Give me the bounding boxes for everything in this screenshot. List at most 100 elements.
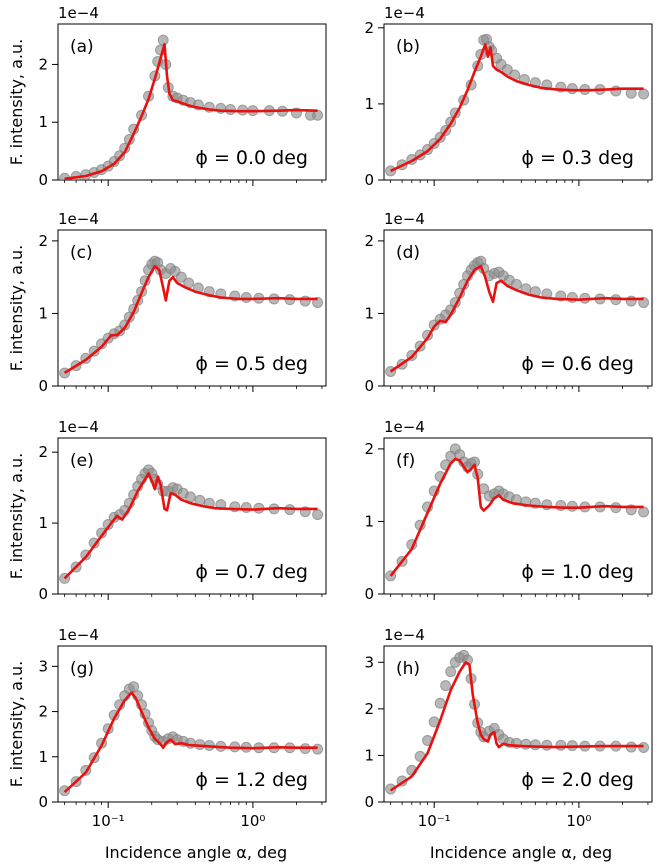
y-tick-label: 2 <box>38 232 48 250</box>
y-tick-label: 0 <box>364 793 374 811</box>
y-tick-label: 1 <box>38 304 48 322</box>
y-scale-label: 1e−4 <box>58 626 99 644</box>
measured-point <box>128 681 140 693</box>
phi-annotation: ϕ = 1.2 deg <box>195 769 308 791</box>
panel-d: 0 1 2 1e−4 (d) ϕ = 0.6 deg <box>364 210 653 395</box>
panel-label: (e) <box>70 451 94 471</box>
y-tick-label: 0 <box>38 793 48 811</box>
measured-point <box>445 666 457 678</box>
y-axis-title: F. intensity, a.u. <box>7 453 26 579</box>
plot-area <box>385 255 650 377</box>
axes-frame <box>383 645 653 803</box>
x-tick-label: 10⁰ <box>566 812 591 830</box>
y-tick-label: 1 <box>364 95 374 113</box>
panel-label: (g) <box>70 659 94 679</box>
x-tick-label: 10⁻¹ <box>92 812 125 830</box>
y-axis-title: F. intensity, a.u. <box>7 39 26 165</box>
fit-curve <box>63 691 318 794</box>
plot-area <box>385 443 650 582</box>
y-tick-label: 1 <box>38 514 48 532</box>
phi-annotation: ϕ = 2.0 deg <box>521 769 634 791</box>
measured-point <box>520 738 532 750</box>
phi-annotation: ϕ = 0.5 deg <box>195 353 308 375</box>
y-tick-label: 0 <box>364 585 374 603</box>
y-tick-label: 2 <box>38 55 48 73</box>
axes-frame <box>57 645 327 803</box>
measured-point <box>175 271 187 283</box>
measured-point <box>312 509 324 521</box>
measured-point <box>224 104 236 116</box>
measured-point <box>184 491 196 503</box>
panel-e: 0 1 2 1e−4 (e) ϕ = 0.7 deg F. intensity, a.u. <box>7 418 327 603</box>
plot-area <box>385 649 650 795</box>
x-tick-label: 10⁰ <box>240 812 265 830</box>
y-tick-label: 2 <box>364 440 374 458</box>
y-tick-label: 3 <box>364 653 374 671</box>
y-axis-title: F. intensity, a.u. <box>7 245 26 371</box>
panel-label: (b) <box>396 37 420 57</box>
phi-annotation: ϕ = 0.3 deg <box>521 147 634 169</box>
panel-label: (h) <box>396 659 420 679</box>
fit-curve <box>389 661 644 792</box>
y-scale-label: 1e−4 <box>58 210 99 228</box>
measured-point <box>157 34 169 46</box>
x-axis-title-left: Incidence angle α, deg <box>105 843 287 862</box>
measured-point <box>312 743 324 755</box>
panel-c: 0 1 2 1e−4 (c) ϕ = 0.5 deg F. intensity, a.u. <box>7 210 327 395</box>
plot-area <box>59 681 324 797</box>
phi-annotation: ϕ = 0.6 deg <box>521 353 634 375</box>
panel-g: 10⁻¹ 10⁰ 0 1 2 3 1e−4 (g) ϕ = 1.2 deg F. intensit… <box>7 626 327 830</box>
axes-frame <box>57 229 327 387</box>
x-tick-label: 10⁻¹ <box>418 812 451 830</box>
panel-f: 0 1 2 1e−4 (f) ϕ = 1.0 deg <box>364 418 653 603</box>
y-tick-label: 2 <box>364 700 374 718</box>
axes-frame <box>383 437 653 595</box>
fit-curve <box>64 42 318 180</box>
y-tick-label: 0 <box>38 377 48 395</box>
phi-annotation: ϕ = 0.7 deg <box>195 561 308 583</box>
y-scale-label: 1e−4 <box>58 4 99 22</box>
y-tick-label: 2 <box>364 232 374 250</box>
y-tick-label: 1 <box>38 113 48 131</box>
panel-b: 0 1 2 1e−4 (b) ϕ = 0.3 deg <box>364 4 653 189</box>
plot-area <box>385 33 650 177</box>
panel-a: 0 1 2 1e−4 (a) ϕ = 0.0 deg F. intensity, a.u. <box>7 4 327 189</box>
measured-point <box>555 739 567 751</box>
y-tick-label: 0 <box>38 585 48 603</box>
y-tick-label: 3 <box>38 657 48 675</box>
fit-curve <box>390 43 644 173</box>
panel-h: 10⁻¹ 10⁰ 0 1 2 3 1e−4 (h) ϕ = 2.0 deg <box>364 626 653 830</box>
measured-point <box>501 64 513 76</box>
phi-annotation: ϕ = 0.0 deg <box>195 147 308 169</box>
y-tick-label: 0 <box>364 171 374 189</box>
panel-label: (d) <box>396 243 420 263</box>
plot-area <box>59 255 324 379</box>
axes-frame <box>57 437 327 595</box>
y-tick-label: 1 <box>364 512 374 530</box>
y-tick-label: 1 <box>364 304 374 322</box>
phi-annotation: ϕ = 1.0 deg <box>521 561 634 583</box>
y-scale-label: 1e−4 <box>384 4 425 22</box>
y-scale-label: 1e−4 <box>384 418 425 436</box>
y-tick-label: 1 <box>364 746 374 764</box>
y-tick-label: 1 <box>38 748 48 766</box>
measured-point <box>184 737 196 749</box>
fit-curve <box>389 457 644 577</box>
measured-point <box>541 739 553 751</box>
plot-area <box>59 34 324 180</box>
y-scale-label: 1e−4 <box>384 626 425 644</box>
y-scale-label: 1e−4 <box>384 210 425 228</box>
y-scale-label: 1e−4 <box>58 418 99 436</box>
y-tick-label: 2 <box>38 703 48 721</box>
y-axis-title: F. intensity, a.u. <box>7 661 26 787</box>
measured-point <box>566 291 578 303</box>
y-tick-label: 0 <box>38 171 48 189</box>
measured-point <box>240 501 252 513</box>
y-tick-label: 2 <box>364 19 374 37</box>
measured-point <box>638 88 650 100</box>
axes-frame <box>57 23 327 181</box>
measured-point <box>566 83 578 95</box>
axes-frame <box>383 229 653 387</box>
measured-point <box>440 680 452 692</box>
